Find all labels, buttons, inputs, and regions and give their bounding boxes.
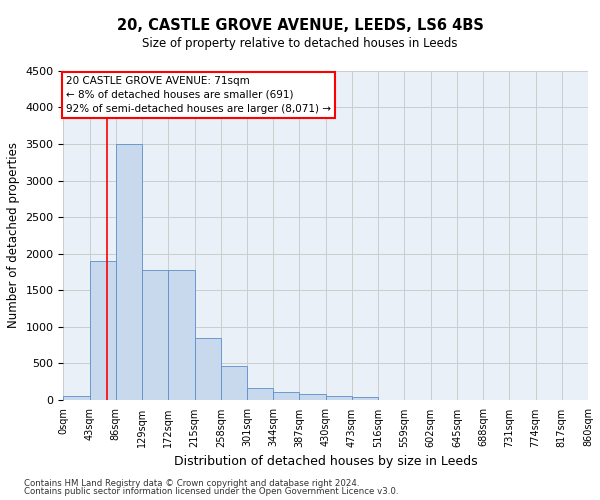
Y-axis label: Number of detached properties: Number of detached properties <box>7 142 20 328</box>
Text: Contains HM Land Registry data © Crown copyright and database right 2024.: Contains HM Land Registry data © Crown c… <box>24 478 359 488</box>
Text: Size of property relative to detached houses in Leeds: Size of property relative to detached ho… <box>142 36 458 50</box>
Text: Contains public sector information licensed under the Open Government Licence v3: Contains public sector information licen… <box>24 487 398 496</box>
Bar <box>326 396 352 400</box>
Text: 20 CASTLE GROVE AVENUE: 71sqm
← 8% of detached houses are smaller (691)
92% of s: 20 CASTLE GROVE AVENUE: 71sqm ← 8% of de… <box>66 76 331 114</box>
Bar <box>194 338 221 400</box>
Bar <box>116 144 142 400</box>
Text: 20, CASTLE GROVE AVENUE, LEEDS, LS6 4BS: 20, CASTLE GROVE AVENUE, LEEDS, LS6 4BS <box>116 18 484 32</box>
Bar <box>273 392 299 400</box>
Bar <box>352 397 378 400</box>
Bar <box>168 270 194 400</box>
Bar <box>247 388 273 400</box>
X-axis label: Distribution of detached houses by size in Leeds: Distribution of detached houses by size … <box>174 455 478 468</box>
Bar <box>221 366 247 400</box>
Bar <box>64 396 89 400</box>
Bar <box>299 394 326 400</box>
Bar <box>89 261 116 400</box>
Bar <box>142 270 168 400</box>
